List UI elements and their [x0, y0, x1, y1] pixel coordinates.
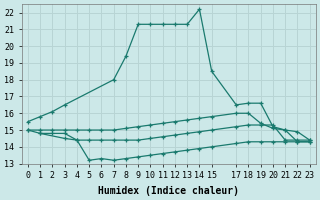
X-axis label: Humidex (Indice chaleur): Humidex (Indice chaleur)	[98, 186, 239, 196]
